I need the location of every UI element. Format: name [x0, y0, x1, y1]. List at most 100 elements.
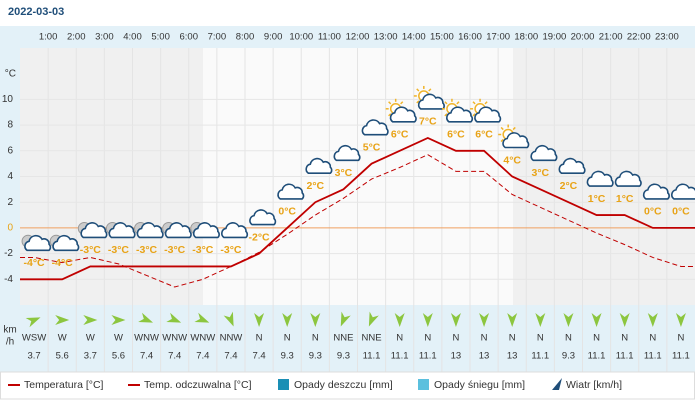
wind-direction: N — [509, 333, 516, 344]
hour-label: 20:00 — [571, 32, 595, 43]
arrow-shape — [368, 311, 379, 327]
hour-label: 13:00 — [374, 32, 398, 43]
hour-label: 5:00 — [151, 32, 170, 43]
cloud-icon — [164, 222, 192, 239]
arrow-shape — [111, 315, 126, 325]
temperature-label: -3°C — [164, 244, 186, 256]
temperature-label: -3°C — [220, 244, 242, 256]
wind-unit: /h — [6, 337, 14, 348]
arrow-shape — [254, 313, 265, 327]
wind-direction: W — [114, 333, 123, 344]
temperature-label: 0°C — [644, 206, 662, 218]
temperature-label: -3°C — [108, 244, 130, 256]
sun-ray — [472, 101, 476, 105]
wind-speed: 9.3 — [337, 351, 350, 362]
temperature-label: -3°C — [136, 244, 158, 256]
hour-label: 18:00 — [514, 32, 538, 43]
cloud-icon — [417, 93, 445, 110]
axis-strip — [0, 26, 20, 372]
cloud-icon — [671, 183, 695, 200]
wind-direction: NNW — [220, 333, 243, 344]
wind-speed: 3.7 — [84, 351, 97, 362]
wind-direction: N — [256, 333, 263, 344]
cloud-icon — [305, 157, 333, 174]
arrow-shape — [535, 313, 546, 327]
cloud-icon — [474, 106, 502, 123]
wind-direction: N — [565, 333, 572, 344]
legend-label: Opady śniegu [mm] — [434, 379, 525, 391]
wind-speed: 11.1 — [419, 351, 437, 362]
wind-direction: NNE — [333, 333, 353, 344]
arrow-shape — [310, 313, 321, 327]
temperature-label: -4°C — [52, 257, 74, 269]
wind-speed: 11.1 — [672, 351, 690, 362]
arrow-shape — [194, 312, 210, 323]
hour-label: 17:00 — [486, 32, 510, 43]
wind-speed: 5.6 — [56, 351, 69, 362]
wind-arrow — [111, 315, 126, 325]
sun-ray — [388, 101, 392, 105]
wind-speed: 9.3 — [562, 351, 575, 362]
arrow-shape — [25, 317, 41, 328]
temperature-label: 3°C — [532, 167, 550, 179]
hour-label: 14:00 — [402, 32, 426, 43]
arrow-shape — [223, 311, 234, 327]
temperature-label: 4°C — [503, 154, 521, 166]
hour-label: 7:00 — [208, 32, 227, 43]
wind-direction: N — [453, 333, 460, 344]
temperature-label: -3°C — [192, 244, 214, 256]
wind-arrow — [450, 313, 461, 327]
arrow-shape — [394, 313, 405, 327]
temperature-line — [20, 136, 695, 281]
cloud-icon — [333, 145, 361, 162]
y-unit: °C — [5, 69, 16, 80]
hour-label: 11:00 — [318, 32, 341, 43]
legend-label: Temperatura [°C] — [24, 379, 104, 391]
wind-arrow — [166, 312, 182, 323]
y-tick-label: 6 — [7, 145, 13, 156]
hour-label: 16:00 — [458, 32, 482, 43]
temperature-label: -4°C — [24, 257, 46, 269]
temperature-label: -3°C — [80, 244, 102, 256]
arrow-shape — [422, 313, 433, 327]
hour-label: 6:00 — [180, 32, 199, 43]
cloud-icon — [446, 106, 474, 123]
cloud-icon — [642, 183, 670, 200]
wind-speed: 7.4 — [224, 351, 237, 362]
arrow-shape — [591, 313, 602, 327]
arrow-shape — [507, 313, 518, 327]
cloud-icon — [277, 183, 305, 200]
hour-label: 3:00 — [95, 32, 114, 43]
y-tick-label: 4 — [7, 171, 13, 182]
sun-ray — [428, 88, 432, 92]
wind-arrow — [138, 312, 154, 323]
sun-ray — [416, 88, 420, 92]
sun-ray — [444, 101, 448, 105]
wind-arrow — [282, 313, 293, 327]
wind-speed: 7.4 — [140, 351, 153, 362]
arrow-shape — [479, 313, 490, 327]
wind-arrow — [310, 313, 321, 327]
hour-label: 10:00 — [289, 32, 313, 43]
wind-direction: W — [58, 333, 67, 344]
cloud-icon — [558, 157, 586, 174]
cloud-icon — [502, 132, 530, 149]
wind-arrow — [479, 313, 490, 327]
wind-speed: 11.1 — [531, 351, 549, 362]
wind-arrow — [647, 313, 658, 327]
wind-speed: 5.6 — [112, 351, 125, 362]
arrow-shape — [55, 315, 70, 325]
wind-speed: 11.1 — [363, 351, 381, 362]
feels-like-line — [20, 154, 695, 288]
sun-ray — [500, 126, 504, 131]
hour-label: 4:00 — [123, 32, 142, 43]
legend-label: Opady deszczu [mm] — [294, 379, 393, 391]
wind-arrow — [675, 313, 686, 327]
hour-label: 12:00 — [346, 32, 370, 43]
wind-direction: N — [537, 333, 544, 344]
arrow-shape — [675, 313, 686, 327]
legend-wind-icon — [552, 378, 562, 390]
wind-speed: 13 — [479, 351, 490, 362]
temperature-label: 1°C — [616, 193, 634, 205]
temperature-label: 6°C — [391, 129, 409, 141]
